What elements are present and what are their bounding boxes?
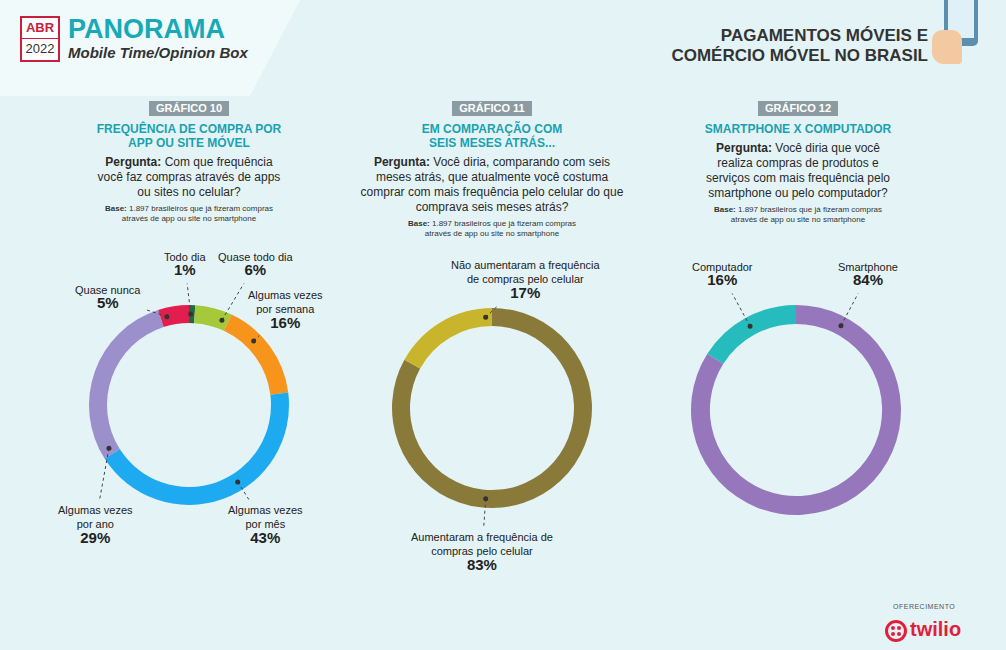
html-text:Pergunta: Você diria que você: Pergunta: Você diria que você realiza co… <box>706 141 890 200</box>
html-text:GRÁFICO 11: GRÁFICO 11 <box>459 102 525 114</box>
html-text:Pergunta: Você diria, comparan: Pergunta: Você diria, comparando com sei… <box>360 155 624 214</box>
html-text:twilio: twilio <box>910 618 962 640</box>
svg-text:Algumas vezespor semana16%: Algumas vezespor semana16% <box>248 289 323 331</box>
html-text:EM COMPARAÇÃO COM SEIS MESES A: EM COMPARAÇÃO COM SEIS MESES ATRÁS... <box>421 122 563 150</box>
svg-text:Quase todo dia6%: Quase todo dia6% <box>218 251 293 278</box>
svg-text:Quase nunca5%: Quase nunca5% <box>75 284 141 311</box>
svg-text:Aumentaram a frequência decomp: Aumentaram a frequência decompras pelo c… <box>411 531 553 573</box>
html-text:PAGAMENTOS MÓVEIS E: PAGAMENTOS MÓVEIS E <box>720 26 928 45</box>
svg-text:Algumas vezespor ano29%: Algumas vezespor ano29% <box>58 504 133 546</box>
html-text:Pergunta: Com que frequência v: Pergunta: Com que frequência você faz co… <box>97 155 281 199</box>
svg-text:Smartphone84%: Smartphone84% <box>838 261 898 288</box>
html-text:FREQUÊNCIA DE COMPRA POR APP O: FREQUÊNCIA DE COMPRA POR APP OU SITE MÓV… <box>96 122 282 150</box>
html-text:COMÉRCIO MÓVEL NO BRASIL: COMÉRCIO MÓVEL NO BRASIL <box>671 46 928 65</box>
html-text:Base: 1.897 brasileiros que já: Base: 1.897 brasileiros que já fizeram c… <box>714 205 882 224</box>
html-text:PANORAMA: PANORAMA <box>68 14 225 44</box>
html-text:GRÁFICO 12: GRÁFICO 12 <box>765 102 831 114</box>
html-text:OFERECIMENTO: OFERECIMENTO <box>893 603 956 610</box>
html-text:Mobile Time/Opinion Box: Mobile Time/Opinion Box <box>68 44 248 61</box>
html-text:2022: 2022 <box>25 41 55 56</box>
html-text:SMARTPHONE X COMPUTADOR: SMARTPHONE X COMPUTADOR <box>704 122 892 136</box>
svg-text:Todo dia1%: Todo dia1% <box>164 251 206 278</box>
html-text:Base: 1.897 brasileiros que já: Base: 1.897 brasileiros que já fizeram c… <box>105 204 273 223</box>
html-text:ABR: ABR <box>25 20 55 35</box>
svg-text:Não aumentaram a frequênciade: Não aumentaram a frequênciade compras pe… <box>451 259 600 301</box>
html-text:Base: 1.897 brasileiros que já: Base: 1.897 brasileiros que já fizeram c… <box>408 219 576 238</box>
svg-text:Algumas vezespor mês43%: Algumas vezespor mês43% <box>228 504 303 546</box>
html-text:GRÁFICO 10: GRÁFICO 10 <box>156 102 222 114</box>
svg-text:Computador16%: Computador16% <box>692 261 753 288</box>
